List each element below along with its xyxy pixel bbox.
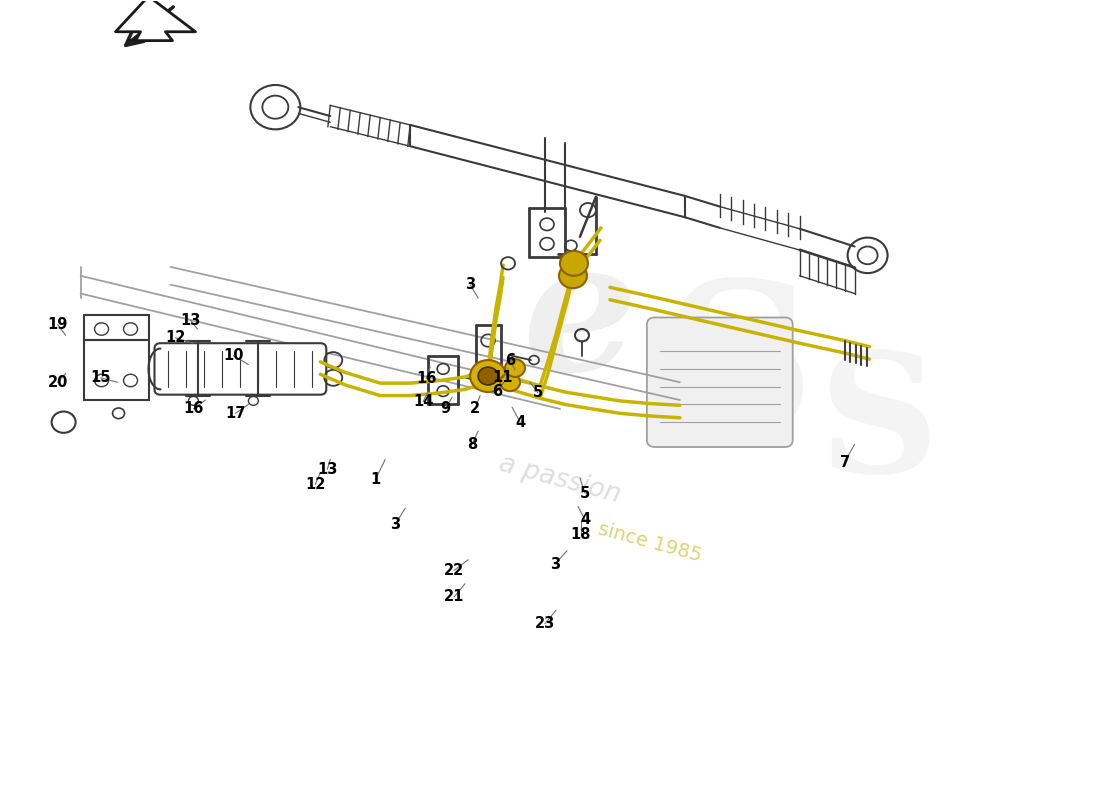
Text: 6: 6 bbox=[492, 384, 502, 398]
Text: 17: 17 bbox=[226, 406, 245, 421]
Text: 22: 22 bbox=[444, 563, 464, 578]
Text: 10: 10 bbox=[223, 348, 244, 363]
Circle shape bbox=[470, 360, 506, 392]
Text: since 1985: since 1985 bbox=[596, 519, 704, 565]
Circle shape bbox=[505, 359, 525, 377]
Text: 18: 18 bbox=[571, 527, 591, 542]
Text: 12: 12 bbox=[305, 477, 326, 492]
Text: 2: 2 bbox=[470, 402, 481, 416]
Text: 7: 7 bbox=[839, 454, 849, 470]
Text: 12: 12 bbox=[165, 330, 186, 346]
Text: 5: 5 bbox=[580, 486, 590, 501]
Text: 21: 21 bbox=[444, 590, 464, 605]
Text: 3: 3 bbox=[550, 557, 560, 572]
Text: 4: 4 bbox=[515, 414, 525, 430]
Circle shape bbox=[500, 374, 520, 391]
Text: 8: 8 bbox=[468, 437, 477, 452]
Circle shape bbox=[478, 367, 498, 385]
Text: 13: 13 bbox=[180, 313, 200, 328]
Text: 15: 15 bbox=[90, 370, 111, 386]
Text: S: S bbox=[664, 273, 815, 474]
Text: 3: 3 bbox=[465, 277, 475, 292]
Text: 11: 11 bbox=[493, 370, 514, 386]
Text: e: e bbox=[522, 232, 637, 408]
Text: 6: 6 bbox=[505, 353, 515, 367]
Text: 20: 20 bbox=[47, 374, 68, 390]
Text: 9: 9 bbox=[440, 402, 450, 416]
Text: 3: 3 bbox=[390, 517, 400, 532]
Text: 19: 19 bbox=[47, 317, 68, 332]
Text: 16: 16 bbox=[416, 371, 437, 386]
Text: 16: 16 bbox=[184, 402, 204, 416]
Circle shape bbox=[560, 251, 588, 276]
Bar bbox=[84, 340, 148, 400]
FancyBboxPatch shape bbox=[647, 318, 793, 447]
Text: a passion: a passion bbox=[496, 451, 624, 509]
Text: S: S bbox=[820, 346, 939, 508]
Text: 4: 4 bbox=[580, 512, 590, 527]
Text: 13: 13 bbox=[317, 462, 338, 477]
FancyBboxPatch shape bbox=[154, 343, 327, 394]
Polygon shape bbox=[116, 0, 196, 41]
Text: 5: 5 bbox=[532, 386, 543, 401]
Text: 1: 1 bbox=[370, 472, 381, 487]
Text: 14: 14 bbox=[412, 394, 433, 410]
Circle shape bbox=[559, 263, 587, 288]
Text: 23: 23 bbox=[535, 616, 556, 631]
